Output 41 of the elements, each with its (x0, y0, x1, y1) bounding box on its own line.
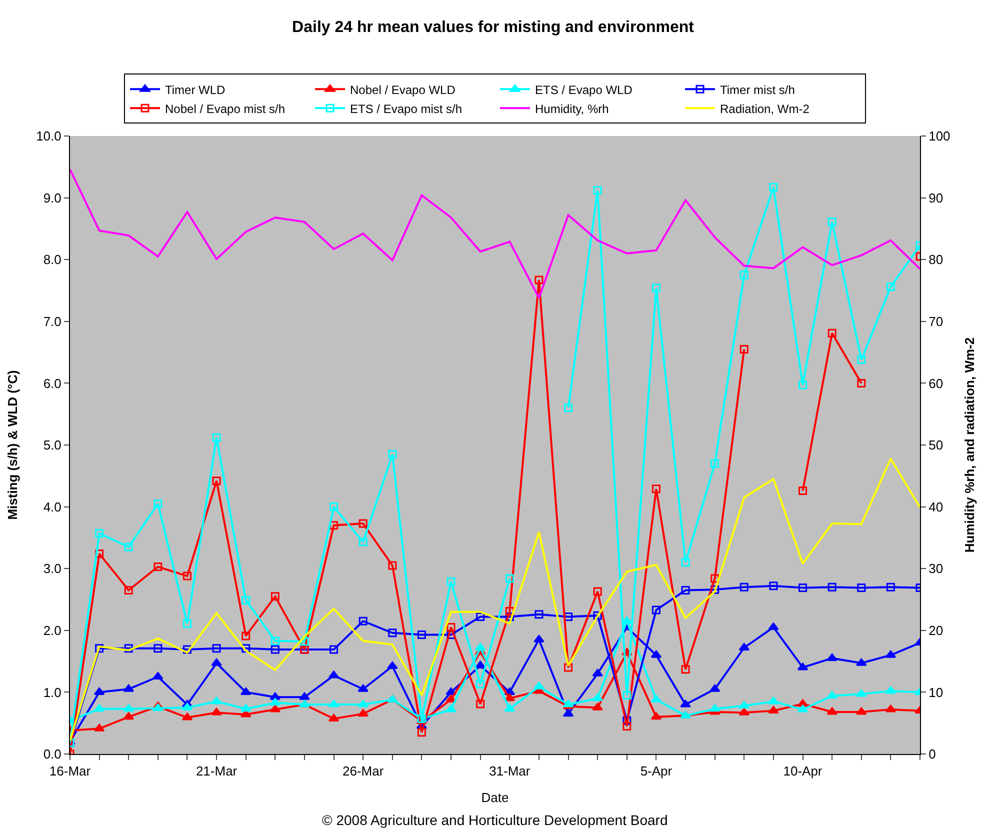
y-tick-label: 4.0 (43, 499, 62, 514)
text: © 2008 Agriculture and Horticulture Development Board (322, 812, 668, 828)
y2-tick-label: 50 (928, 438, 944, 453)
y-tick-label: 3.0 (43, 561, 62, 576)
x-tick-label: 5-Apr (640, 764, 673, 779)
y-tick-label: 0.0 (43, 746, 62, 762)
y-tick-label: 7.0 (43, 314, 62, 329)
y2-tick-label: 90 (928, 190, 944, 206)
x-tick-label: 26-Mar (342, 764, 384, 779)
legend-label: Timer mist s/h (720, 82, 795, 97)
y2-tick-label: 20 (928, 622, 944, 638)
x-tick-label: 31-Mar (489, 764, 531, 779)
legend-label: Timer WLD (165, 82, 226, 97)
y2-tick-label: 80 (928, 252, 944, 268)
chart-title: Daily 24 hr mean values for misting and environment (292, 19, 695, 36)
legend-label: ETS / Evapo WLD (535, 82, 633, 97)
legend-label: Nobel / Evapo WLD (350, 82, 456, 97)
y2-axis-title: Humidity %rh, and radiation, Wm-2 (962, 337, 977, 553)
y-axis-title: Misting (s/h) & WLD (°C) (5, 370, 20, 520)
legend-label: Radiation, Wm-2 (720, 102, 810, 116)
y-tick-label: 10.0 (36, 128, 62, 144)
y-tick-label: 9.0 (43, 190, 62, 206)
y2-tick-label: 30 (928, 561, 944, 576)
x-tick-label: 10-Apr (783, 764, 823, 779)
x-tick-label: 16-Mar (49, 764, 92, 779)
y-tick-label: 8.0 (43, 252, 62, 268)
x-tick-label: 21-Mar (196, 764, 238, 779)
y-tick-label: 1.0 (43, 684, 62, 700)
y-tick-label: 2.0 (43, 622, 62, 638)
y2-tick-label: 60 (928, 376, 944, 391)
legend-label: Humidity, %rh (535, 102, 609, 116)
y-tick-label: 6.0 (43, 376, 62, 391)
y-tick-label: 5.0 (43, 438, 62, 453)
y2-tick-label: 40 (928, 499, 944, 514)
y2-tick-label: 0 (928, 746, 936, 762)
legend-label: ETS / Evapo mist s/h (350, 102, 462, 116)
y2-tick-label: 70 (928, 314, 944, 329)
y2-tick-label: 100 (928, 128, 950, 144)
y2-tick-label: 10 (928, 684, 944, 700)
x-axis-title: Date (481, 790, 509, 806)
legend-label: Nobel / Evapo mist s/h (165, 102, 286, 116)
